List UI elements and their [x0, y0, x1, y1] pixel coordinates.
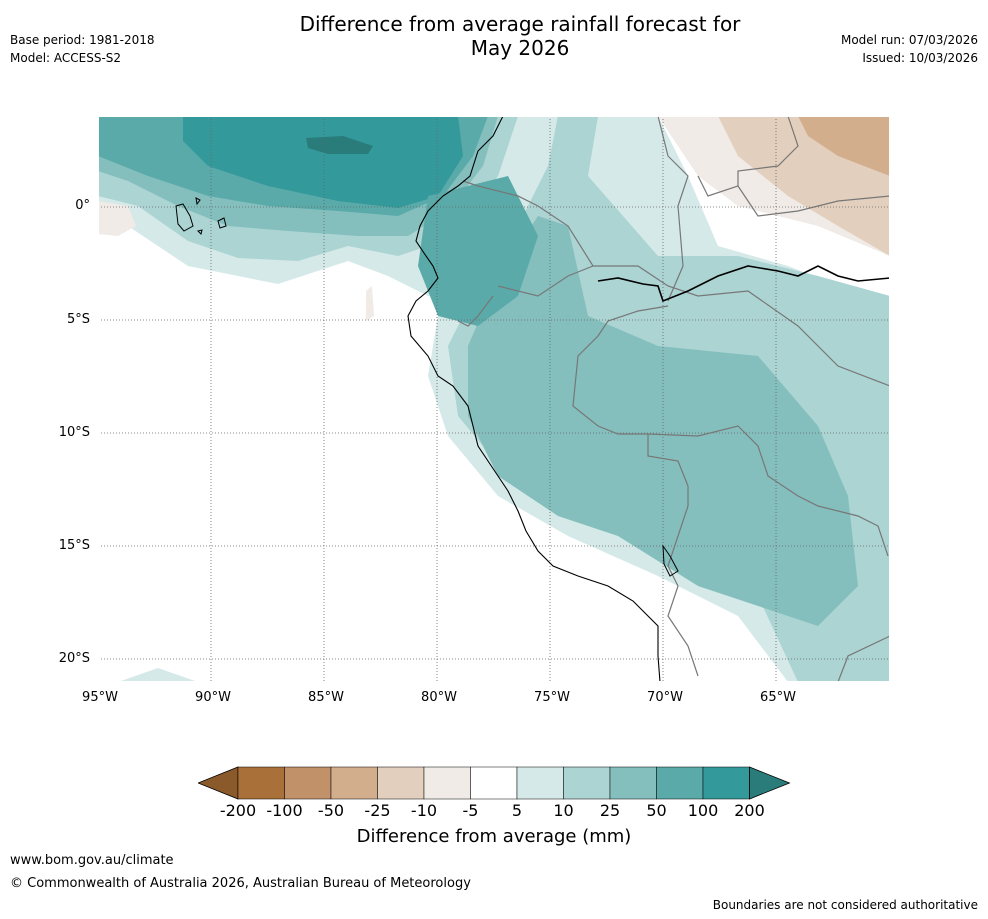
lat-label-5s: 5°S — [66, 312, 90, 327]
anomaly-minus-25-50-north — [798, 116, 890, 176]
issued-date: Issued: 10/03/2026 — [862, 51, 978, 65]
colorbar-title: Difference from average (mm) — [356, 826, 632, 847]
map-frame — [98, 116, 890, 682]
colorbar-tick-label: 25 — [599, 801, 621, 820]
lon-label-70w: 70°W — [647, 690, 683, 705]
lat-label-20s: 20°S — [58, 651, 90, 666]
lon-label-65w: 65°W — [760, 690, 796, 705]
map-title: Difference from average rainfall forecas… — [0, 12, 988, 60]
colorbar-tick-label: 100 — [687, 801, 719, 820]
colorbar-segment — [516, 766, 564, 800]
colorbar-tick-label: -25 — [364, 801, 391, 820]
lat-label-15s: 15°S — [58, 538, 90, 553]
colorbar-extend-high — [749, 766, 791, 800]
model-name: Model: ACCESS-S2 — [10, 51, 122, 65]
amazon-river — [597, 265, 890, 303]
country-borders — [457, 116, 890, 682]
colorbar-segment — [702, 766, 750, 800]
colorbar-segment — [377, 766, 425, 800]
lat-label-0: 0° — [75, 198, 90, 213]
lon-label-75w: 75°W — [534, 690, 570, 705]
colorbar-tick-label: -5 — [462, 801, 479, 820]
lon-label-90w: 90°W — [195, 690, 231, 705]
colorbar-segment — [237, 766, 285, 800]
colorbar-segment — [284, 766, 332, 800]
metadata-right: Model run: 07/03/2026 Issued: 10/03/2026 — [841, 31, 978, 67]
galapagos-islands — [175, 197, 227, 235]
anomaly-minus-5-10-west — [98, 201, 136, 236]
metadata-left: Base period: 1981-2018 Model: ACCESS-S2 — [10, 31, 155, 67]
anomaly-100-200-pacific — [183, 116, 463, 208]
colorbar-tick-label: 50 — [646, 801, 667, 820]
colorbar-segment — [563, 766, 611, 800]
colorbar-tick-label: -10 — [410, 801, 438, 820]
colorbar-tick-label: 10 — [553, 801, 574, 820]
model-run-date: Model run: 07/03/2026 — [840, 33, 978, 47]
footer-disclaimer: Boundaries are not considered authoritat… — [712, 898, 978, 912]
lon-label-95w: 95°W — [82, 690, 118, 705]
rainfall-map — [98, 116, 890, 682]
colorbar-extend-low — [198, 766, 239, 800]
colorbar-tick-label: 200 — [734, 801, 765, 820]
lon-label-80w: 80°W — [421, 690, 457, 705]
lat-label-10s: 10°S — [58, 425, 90, 440]
colorbar — [198, 766, 791, 800]
colorbar-tick-label: 5 — [511, 801, 523, 820]
footer-url[interactable]: www.bom.gov.au/climate — [10, 853, 174, 868]
anomaly-minus-5-10-offshore — [366, 286, 374, 321]
colorbar-segment — [609, 766, 657, 800]
coastline — [407, 116, 661, 682]
anomaly-over-200-pacific — [306, 136, 373, 154]
title-line-1: Difference from average rainfall forecas… — [299, 12, 741, 36]
footer-copyright: © Commonwealth of Australia 2026, Austra… — [10, 876, 471, 891]
colorbar-tick-label: -50 — [317, 801, 345, 820]
graticule — [98, 116, 890, 682]
colorbar-segment — [656, 766, 704, 800]
colorbar-segment — [330, 766, 378, 800]
lake-titicaca — [662, 544, 679, 577]
colorbar-segment — [470, 766, 518, 800]
lon-label-85w: 85°W — [308, 690, 344, 705]
colorbar-tick-label: -200 — [219, 801, 257, 820]
colorbar-tick-label: -100 — [266, 801, 303, 820]
title-line-2: May 2026 — [470, 36, 570, 60]
anomaly-25-50-continent — [468, 216, 858, 626]
base-period: Base period: 1981-2018 — [10, 33, 155, 47]
colorbar-segment — [423, 766, 471, 800]
anomaly-5-10-southwest — [118, 668, 198, 682]
